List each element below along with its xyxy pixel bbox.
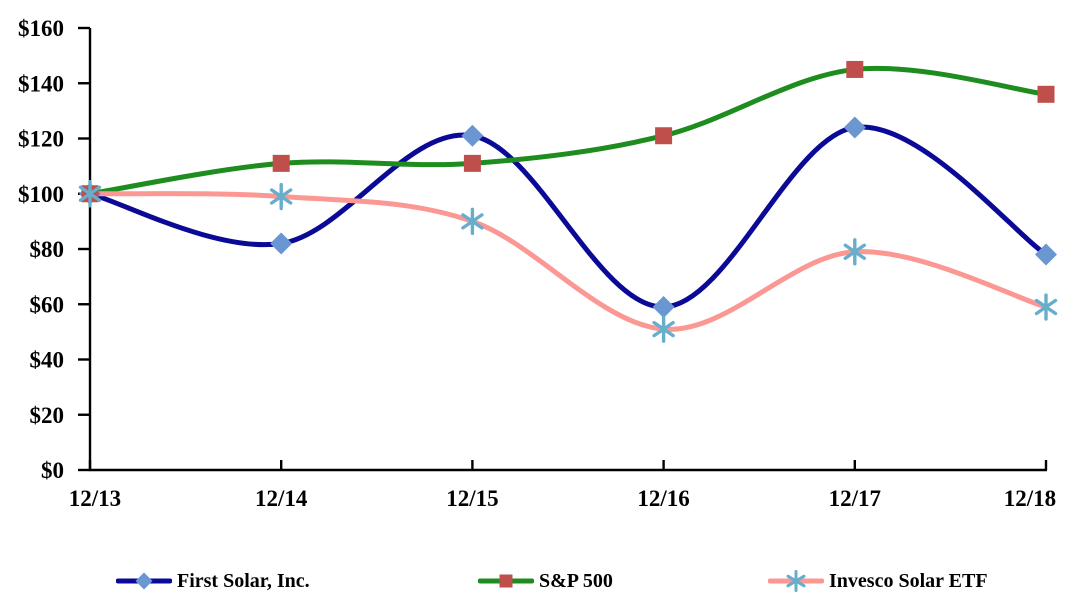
x-tick-label: 12/13 xyxy=(69,486,121,511)
y-tick-label: $100 xyxy=(18,182,64,207)
series-markers-2 xyxy=(81,60,1055,203)
y-tick-label: $60 xyxy=(30,292,65,317)
performance-chart-plot: $0 $20 $40 $60 $80 $100 $120 $140 $160 12/13 12/14… xyxy=(18,16,1058,511)
series-markers-3 xyxy=(78,180,1058,343)
legend-item-invesco: Invesco Solar ETF xyxy=(768,566,988,596)
legend-item-sp500: S&P 500 xyxy=(478,566,613,596)
series-markers-1 xyxy=(79,116,1057,319)
x-tick-label: 12/17 xyxy=(829,486,881,511)
x-tick-label: 12/18 xyxy=(1004,486,1056,511)
series-line-2 xyxy=(87,65,1049,197)
x-tick-label: 12/14 xyxy=(255,486,308,511)
y-tick-label: $160 xyxy=(18,16,64,41)
legend-swatch-invesco-line-icon xyxy=(768,570,824,592)
legend-label-sp500: S&P 500 xyxy=(539,569,613,592)
axes xyxy=(78,26,1048,472)
y-tick-label: $140 xyxy=(18,71,64,96)
legend-label-invesco: Invesco Solar ETF xyxy=(829,569,988,592)
x-tick-label: 12/15 xyxy=(446,486,498,511)
legend-item-first-solar: First Solar, Inc. xyxy=(116,566,310,596)
legend-swatch-first-solar-line-icon xyxy=(116,572,172,590)
legend-label-first-solar: First Solar, Inc. xyxy=(177,569,310,592)
y-tick-label: $120 xyxy=(18,127,64,152)
y-tick-label: $0 xyxy=(41,458,64,483)
y-tick-label: $40 xyxy=(30,348,65,373)
y-tick-label: $20 xyxy=(30,403,65,428)
y-tick-label: $80 xyxy=(30,237,65,262)
series-line-3 xyxy=(87,191,1049,332)
x-tick-label: 12/16 xyxy=(637,486,689,511)
chart-legend: First Solar, Inc. S&P 500 Invesco Solar … xyxy=(0,566,1083,600)
legend-swatch-sp500-line-icon xyxy=(478,574,534,588)
